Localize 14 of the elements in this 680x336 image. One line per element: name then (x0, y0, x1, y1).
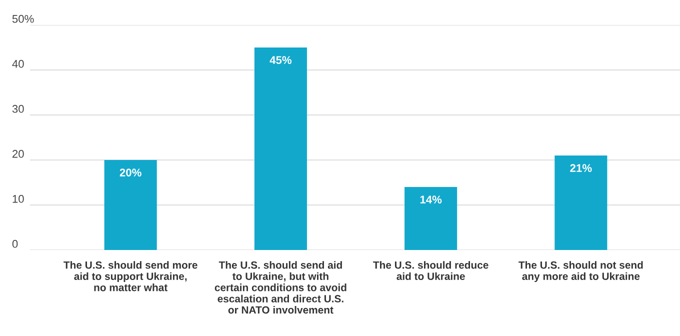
data-label: 20% (120, 168, 142, 176)
y-tick-label: 20 (12, 150, 24, 158)
x-tick-label: The U.S. should send more aid to support Ukraine, no matter what (64, 261, 198, 292)
y-tick-label: 30 (12, 104, 24, 113)
data-label: 14% (420, 196, 442, 204)
x-tick-label: The U.S. should reduce aid to Ukraine (373, 261, 488, 280)
y-tick-label: 40 (12, 60, 24, 68)
x-tick-label: The U.S. should not send any more aid to Ukraine (518, 261, 643, 282)
data-label: 21% (570, 164, 592, 172)
y-tick-label: 50% (12, 14, 34, 23)
y-tick-label: 10 (12, 194, 24, 203)
data-label: 45% (270, 56, 292, 64)
y-tick-label: 0 (12, 240, 18, 248)
x-tick-label: The U.S. should send aid to Ukraine, but with certain conditions to avoid escalation and direct U.S. or NATO involvement (214, 261, 346, 314)
